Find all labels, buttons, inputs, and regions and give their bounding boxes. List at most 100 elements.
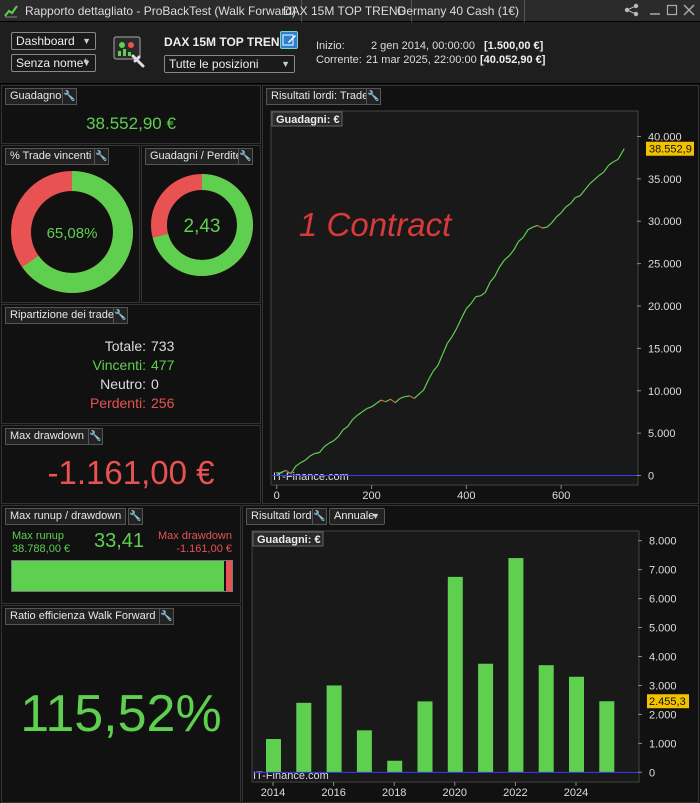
drawdown-value: -1.161,00 € [176, 543, 232, 555]
annual-watermark: IT-Finance.com [253, 770, 329, 782]
tab-strategy[interactable]: DAX 15M TOP TREND [278, 0, 413, 22]
chevron-down-icon: ▼ [371, 511, 380, 521]
y-tick-label: 10.000 [648, 386, 682, 398]
equity-segment [579, 189, 586, 197]
equity-segment [323, 442, 330, 448]
x-tick-label: 2024 [564, 787, 588, 799]
equity-segment [409, 395, 415, 399]
edit-icon[interactable] [280, 31, 298, 49]
x-tick-label: 2016 [321, 787, 345, 799]
equity-segment [575, 195, 581, 199]
equity-segment [361, 408, 368, 413]
wrench-icon[interactable]: 🔧 [312, 508, 327, 525]
annual-bar [296, 702, 312, 773]
gain-loss-donut: 2,43 [151, 174, 253, 276]
x-tick-label: 0 [274, 490, 280, 502]
wrench-icon[interactable]: 🔧 [94, 148, 109, 165]
wrench-icon[interactable]: 🔧 [113, 307, 128, 324]
equity-segment [503, 255, 510, 261]
runup-bar [11, 560, 233, 592]
distribution-panel: Ripartizione dei trade 🔧 Totale: Vincent… [1, 304, 261, 424]
last-value-label: 2.455,3 [649, 696, 686, 708]
neutral-value: 0 [151, 376, 159, 392]
win-rate-title: % Trade vincenti [5, 148, 97, 165]
runup-bar-fill [12, 561, 226, 591]
equity-segment [537, 224, 543, 229]
donut-win-arc [11, 171, 133, 293]
runup-panel: Max runup / drawdown 🔧 Max runup 38.788,… [1, 505, 241, 604]
win-value: 477 [151, 357, 175, 373]
maximize-icon[interactable] [665, 3, 679, 17]
tab-instrument[interactable]: Germany 40 Cash (1€) [392, 0, 526, 22]
trade-chart-title: Risultati lordi: Trade [266, 88, 374, 105]
equity-segment [584, 183, 591, 191]
distribution-labels: Totale: Vincenti: Neutro: Perdenti: [2, 337, 146, 413]
equity-segment [465, 303, 472, 309]
trade-inner-label-box [271, 111, 343, 127]
minimize-icon[interactable] [648, 3, 662, 17]
wrench-icon[interactable]: 🔧 [159, 608, 174, 625]
neutral-label: Neutro: [100, 376, 146, 392]
gain-title: Guadagno [5, 88, 67, 105]
annual-bar [387, 760, 403, 773]
period-select[interactable]: Annuale ▼ [329, 508, 385, 525]
chevron-down-icon: ▼ [82, 58, 91, 68]
wrench-icon[interactable]: 🔧 [128, 508, 143, 525]
y-tick-label: 25.000 [648, 259, 682, 271]
wrench-icon[interactable]: 🔧 [62, 88, 77, 105]
equity-segment [593, 175, 600, 181]
y-tick-label: 0 [649, 767, 655, 779]
equity-segment [565, 202, 571, 208]
equity-segment [318, 446, 325, 454]
equity-segment [556, 212, 562, 218]
equity-segment [390, 398, 396, 404]
tab-report[interactable]: Rapporto dettagliato - ProBackTest (Walk… [20, 0, 302, 22]
view-select[interactable]: Dashboard ▼ [11, 32, 96, 50]
period-select-value: Annuale [334, 510, 375, 522]
positions-select[interactable]: Tutte le posizioni ▼ [164, 55, 295, 73]
total-label: Totale: [104, 338, 146, 354]
share-icon[interactable] [624, 3, 639, 17]
strategy-icon[interactable] [113, 36, 147, 70]
wrench-icon[interactable]: 🔧 [88, 428, 103, 445]
gain-value: 38.552,90 € [86, 114, 176, 133]
annual-bar [569, 676, 584, 773]
annual-bar [538, 665, 554, 773]
wrench-icon[interactable]: 🔧 [238, 148, 253, 165]
efficiency-title: Ratio efficienza Walk Forward [5, 608, 161, 625]
annual-inner-label: Guadagni: € [257, 534, 321, 546]
gain-loss-title: Guadagni / Perdite [145, 148, 247, 165]
efficiency-value: 115,52% [20, 685, 222, 743]
app-logo-icon [4, 4, 18, 18]
equity-segment [413, 393, 420, 399]
equity-segment [399, 396, 405, 399]
current-value: [40.052,90 €] [480, 54, 546, 66]
name-select[interactable]: Senza nome* ▼ [11, 54, 96, 72]
wrench-icon[interactable]: 🔧 [366, 88, 381, 105]
y-tick-label: 15.000 [648, 343, 682, 355]
equity-segment [603, 164, 610, 173]
y-tick-label: 4.000 [649, 652, 677, 664]
gain-panel: Guadagno 🔧 38.552,90 € [1, 85, 261, 144]
runup-label: Max runup [12, 530, 64, 542]
title-bar: Rapporto dettagliato - ProBackTest (Walk… [0, 0, 700, 22]
equity-segment [295, 462, 301, 467]
equity-segment [304, 455, 311, 461]
drawdown-label: Max drawdown [158, 530, 232, 542]
close-icon[interactable] [682, 3, 696, 17]
annual-chart-title: Risultati lordi [246, 508, 319, 525]
total-value: 733 [151, 338, 175, 354]
x-tick-label: 200 [362, 490, 380, 502]
annual-chart: Guadagni: € IT-Finance.com 0 1.000 2.000 3.… [251, 530, 689, 799]
current-date: 21 mar 2025, 22:00:00 [366, 54, 477, 66]
y-tick-label: 40.000 [648, 131, 682, 143]
x-tick-label: 2014 [261, 787, 285, 799]
equity-segment [371, 402, 377, 408]
equity-segment [513, 241, 520, 251]
runup-ratio: 33,41 [94, 530, 145, 552]
equity-segment [480, 291, 486, 297]
chevron-down-icon: ▼ [281, 59, 290, 69]
y-tick-label: 1.000 [649, 738, 677, 750]
annual-bar [356, 730, 372, 773]
annual-bar [326, 685, 342, 773]
